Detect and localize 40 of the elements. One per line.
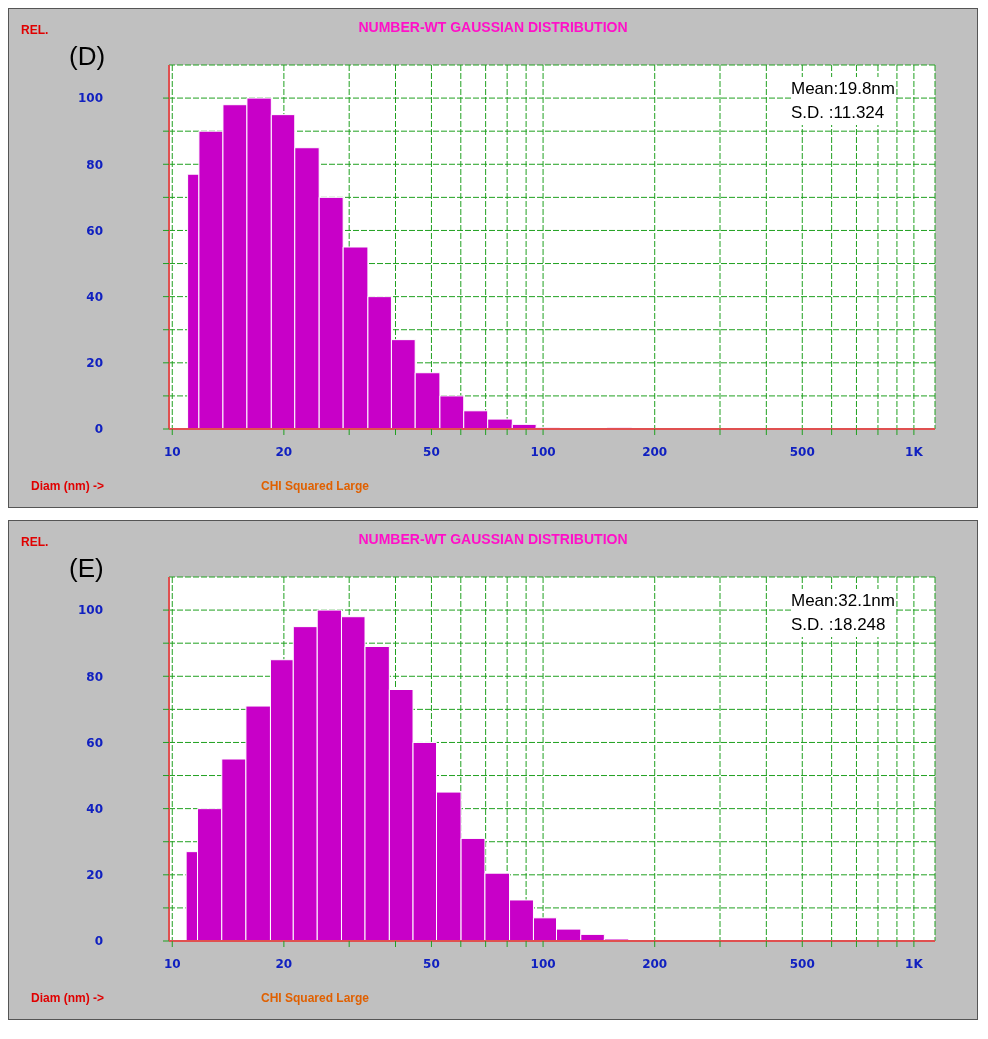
annotation: S.D. :18.248 xyxy=(791,614,887,636)
y-tick-label: 0 xyxy=(94,422,103,437)
x-tick-label: 100 xyxy=(530,956,556,971)
x-tick-label: 500 xyxy=(789,444,815,459)
x-tick-label: 1K xyxy=(905,956,924,971)
y-axis-title: REL. xyxy=(21,23,49,37)
y-tick-label: 20 xyxy=(86,868,103,883)
x-tick-label: 200 xyxy=(642,444,668,459)
y-tick-label: 100 xyxy=(77,603,103,618)
x-tick-label: 100 xyxy=(530,444,556,459)
annotation: S.D. :11.324 xyxy=(791,102,886,124)
annotation: Mean:32.1nm xyxy=(791,590,895,612)
x-axis-title: Diam (nm) -> xyxy=(31,479,105,493)
x-tick-label: 20 xyxy=(275,444,293,459)
text: CHI Squared Large xyxy=(261,479,370,493)
x-tick-label: 50 xyxy=(423,444,440,459)
y-tick-label: 20 xyxy=(86,356,103,371)
x-tick-label: 1K xyxy=(905,444,924,459)
y-tick-label: 80 xyxy=(86,157,103,172)
text: CHI Squared Large xyxy=(261,991,370,1005)
y-tick-label: 60 xyxy=(86,735,103,750)
y-tick-label: 40 xyxy=(86,289,103,304)
y-tick-label: 100 xyxy=(77,91,103,106)
y-tick-label: 80 xyxy=(86,669,103,684)
chart-title: NUMBER-WT GAUSSIAN DISTRIBUTION xyxy=(358,19,628,35)
x-tick-label: 500 xyxy=(789,956,815,971)
x-tick-label: 10 xyxy=(163,444,181,459)
x-tick-label: 200 xyxy=(642,956,668,971)
x-tick-label: 50 xyxy=(423,956,440,971)
x-tick-label: 20 xyxy=(275,956,293,971)
chart-title: NUMBER-WT GAUSSIAN DISTRIBUTION xyxy=(358,531,628,547)
y-tick-label: 0 xyxy=(94,934,103,949)
y-tick-label: 40 xyxy=(86,801,103,816)
x-axis-title: Diam (nm) -> xyxy=(31,991,105,1005)
y-axis-title: REL. xyxy=(21,535,49,549)
text: (E) xyxy=(69,553,104,584)
text: (D) xyxy=(69,41,106,72)
annotation: Mean:19.8nm xyxy=(791,78,895,100)
x-tick-label: 10 xyxy=(163,956,181,971)
y-tick-label: 60 xyxy=(86,223,103,238)
